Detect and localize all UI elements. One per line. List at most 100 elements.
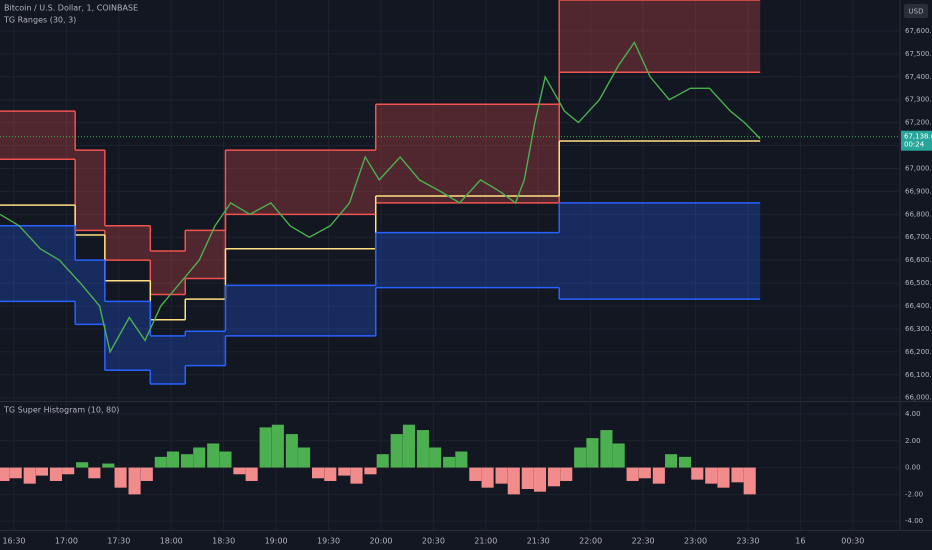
histogram-bar: [128, 467, 141, 495]
y-tick-label: 67,000.00: [905, 164, 932, 172]
x-tick-label: 18:00: [160, 537, 183, 546]
band-fill: [104, 301, 151, 371]
y-tick-label: 67,400.00: [905, 73, 932, 81]
y-tick-label: 67,500.00: [905, 50, 932, 58]
band-fill: [104, 225, 151, 261]
band-fill: [0, 111, 76, 160]
y-tick-label: 66,000.00: [905, 394, 932, 402]
histogram-bar: [324, 467, 337, 481]
last-price-badge: [901, 130, 932, 151]
histogram-bar: [455, 451, 468, 468]
x-tick-label: 22:30: [632, 537, 655, 546]
histogram-bar: [350, 467, 363, 484]
y-tick-label: 66,900.00: [905, 187, 932, 195]
histogram-bar: [193, 447, 206, 468]
histogram-bar: [154, 456, 167, 468]
band-fill: [375, 104, 560, 203]
histogram-bar: [338, 467, 351, 476]
histogram-bar: [285, 434, 298, 468]
chart-title: Bitcoin / U.S. Dollar, 1, COINBASE: [4, 4, 138, 13]
band-fill: [185, 331, 226, 366]
histogram-bar: [469, 467, 482, 481]
y-tick-label: 66,600.00: [905, 256, 932, 264]
histogram-bar: [507, 467, 520, 495]
x-tick-label: 22:00: [579, 537, 602, 546]
histogram-bar: [495, 467, 508, 484]
y-tick-label: 0.00: [905, 464, 921, 472]
histogram-bar: [9, 467, 22, 479]
histogram-bar: [23, 467, 36, 484]
histogram-bar: [49, 467, 62, 481]
x-tick-label: 16: [795, 537, 805, 546]
x-tick-label: 00:30: [841, 537, 864, 546]
x-tick-label: 23:00: [684, 537, 707, 546]
y-tick-label: 66,200.00: [905, 348, 932, 356]
histogram-bar: [140, 467, 153, 481]
y-tick-label: 67,600.00: [905, 27, 932, 35]
histogram-bar: [390, 434, 403, 468]
band-fill: [150, 251, 186, 295]
x-tick-label: 19:30: [317, 537, 340, 546]
indicator-label: TG Super Histogram (10, 80): [3, 406, 119, 415]
histogram-bar: [678, 456, 692, 468]
histogram-bar: [180, 454, 194, 468]
y-tick-label: 66,300.00: [905, 325, 932, 333]
band-fill: [185, 230, 226, 279]
x-tick-label: 19:00: [265, 537, 288, 546]
countdown: 00:24: [904, 141, 925, 149]
histogram-bar: [665, 454, 678, 468]
x-tick-label: 21:30: [527, 537, 550, 546]
histogram-bar: [743, 467, 756, 495]
histogram-bar: [233, 467, 246, 475]
band-fill: [75, 260, 105, 325]
x-tick-label: 17:00: [55, 537, 78, 546]
histogram-bar: [0, 467, 10, 481]
x-tick-label: 20:30: [422, 537, 445, 546]
histogram-bar: [62, 467, 75, 475]
histogram-bar: [612, 443, 625, 468]
y-tick-label: 66,700.00: [905, 233, 932, 241]
histogram-bar: [114, 467, 127, 488]
x-tick-label: 23:30: [736, 537, 759, 546]
histogram-bar: [271, 424, 284, 468]
histogram-bar: [207, 443, 220, 468]
histogram-bar: [691, 467, 704, 480]
histogram-bar: [245, 467, 258, 481]
y-tick-label: 67,300.00: [905, 96, 932, 104]
histogram-bar: [533, 467, 547, 492]
histogram-bar: [219, 451, 232, 468]
y-tick-label: -2.00: [905, 490, 923, 498]
histogram-bar: [481, 467, 494, 488]
histogram-bar: [626, 467, 639, 481]
histogram-bar: [731, 467, 744, 483]
indicator-label: TG Ranges (30, 3): [3, 16, 76, 25]
x-tick-label: 21:00: [474, 537, 497, 546]
histogram-bar: [638, 467, 651, 479]
histogram-bar: [298, 447, 311, 468]
y-tick-label: 66,500.00: [905, 279, 932, 287]
histogram-bar: [652, 467, 665, 484]
histogram-bar: [364, 467, 377, 475]
price-line: [0, 40, 761, 354]
band-fill: [150, 335, 186, 384]
x-tick-label: 16:30: [2, 537, 25, 546]
histogram-bar: [574, 447, 587, 468]
x-tick-label: 17:30: [107, 537, 130, 546]
histogram-bar: [429, 447, 442, 468]
histogram-bar: [259, 427, 272, 468]
histogram-bar: [705, 467, 718, 484]
y-tick-label: 66,400.00: [905, 302, 932, 310]
histogram-bar: [312, 467, 325, 479]
y-tick-label: 2.00: [905, 437, 921, 445]
histogram-bar: [88, 467, 101, 479]
currency-badge[interactable]: [904, 4, 928, 18]
x-tick-label: 20:00: [369, 537, 392, 546]
y-tick-label: -4.00: [905, 517, 923, 525]
histogram-bar: [416, 430, 429, 468]
y-tick-label: 4.00: [905, 410, 921, 418]
band-fill: [225, 285, 376, 336]
last-price-label: 67,138.61: [904, 133, 932, 141]
histogram-bar: [547, 467, 561, 487]
currency[interactable]: USD: [909, 8, 924, 16]
